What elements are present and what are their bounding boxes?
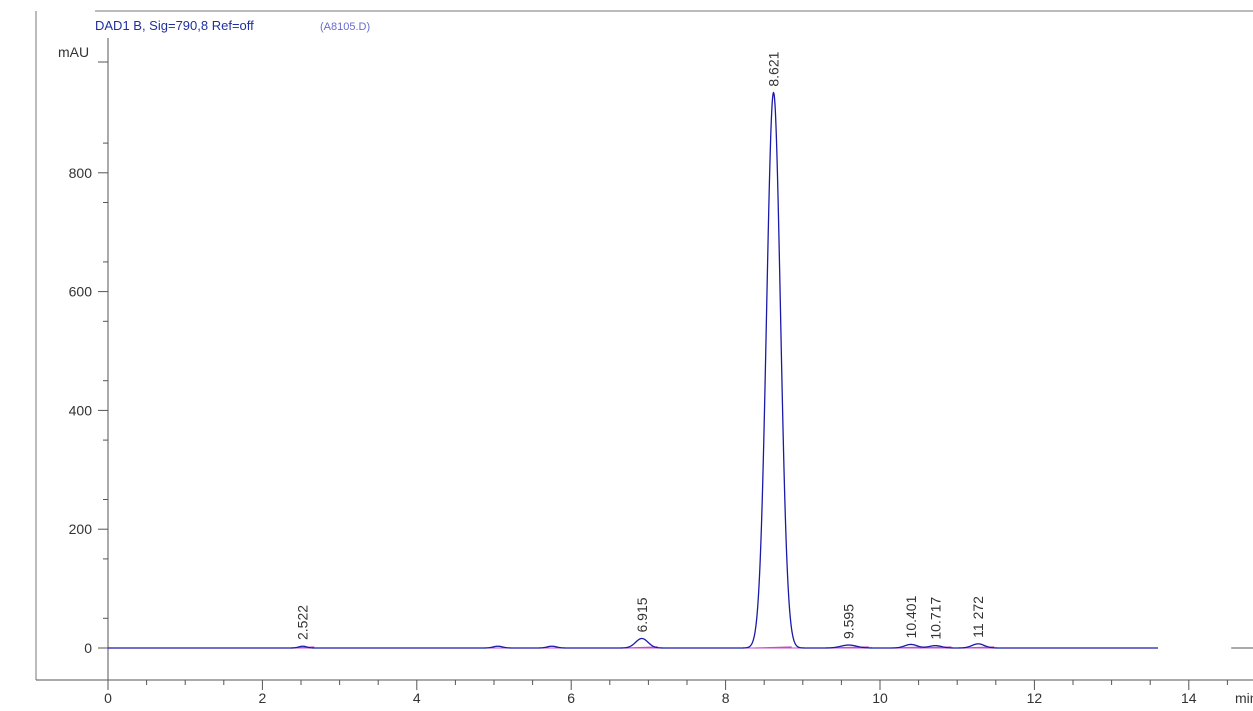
y-axis-ticks: 0 200 400 600 800 — [69, 61, 108, 656]
x-tick-label: 14 — [1181, 690, 1197, 706]
chart-subtitle: (A8105.D) — [320, 21, 370, 33]
x-tick-label: 6 — [567, 690, 575, 706]
peak-label: 10.717 — [927, 597, 943, 640]
x-tick-label: 8 — [722, 690, 730, 706]
y-tick-label: 800 — [69, 165, 93, 181]
peak-label: 6.915 — [634, 597, 650, 632]
peak-baseline — [625, 646, 658, 649]
chart-title: DAD1 B, Sig=790,8 Ref=off — [95, 18, 254, 33]
x-tick-label: 0 — [104, 690, 112, 706]
x-axis-label: min — [1235, 690, 1253, 706]
peak-labels: 2.522 6.915 8.621 9.595 10.401 10.717 11 272 — [295, 51, 987, 640]
y-tick-label: 0 — [84, 640, 92, 656]
x-tick-label: 4 — [413, 690, 421, 706]
x-tick-label: 2 — [259, 690, 267, 706]
y-axis-label: mAU — [58, 44, 89, 60]
peak-baseline — [755, 646, 792, 649]
y-tick-label: 400 — [69, 402, 93, 418]
peak-label: 2.522 — [295, 605, 311, 640]
x-tick-label: 12 — [1027, 690, 1043, 706]
peak-label: 9.595 — [841, 604, 857, 639]
y-tick-label: 200 — [69, 521, 93, 537]
signal-trace — [108, 91, 1158, 649]
peak-label: 11 272 — [970, 596, 986, 638]
peak-label: 10.401 — [903, 595, 919, 638]
x-tick-label: 10 — [872, 690, 888, 706]
x-axis-ticks: 0 2 4 6 8 10 12 14 — [104, 680, 1228, 706]
y-tick-label: 600 — [69, 284, 93, 300]
peak-label: 8.621 — [766, 51, 782, 86]
